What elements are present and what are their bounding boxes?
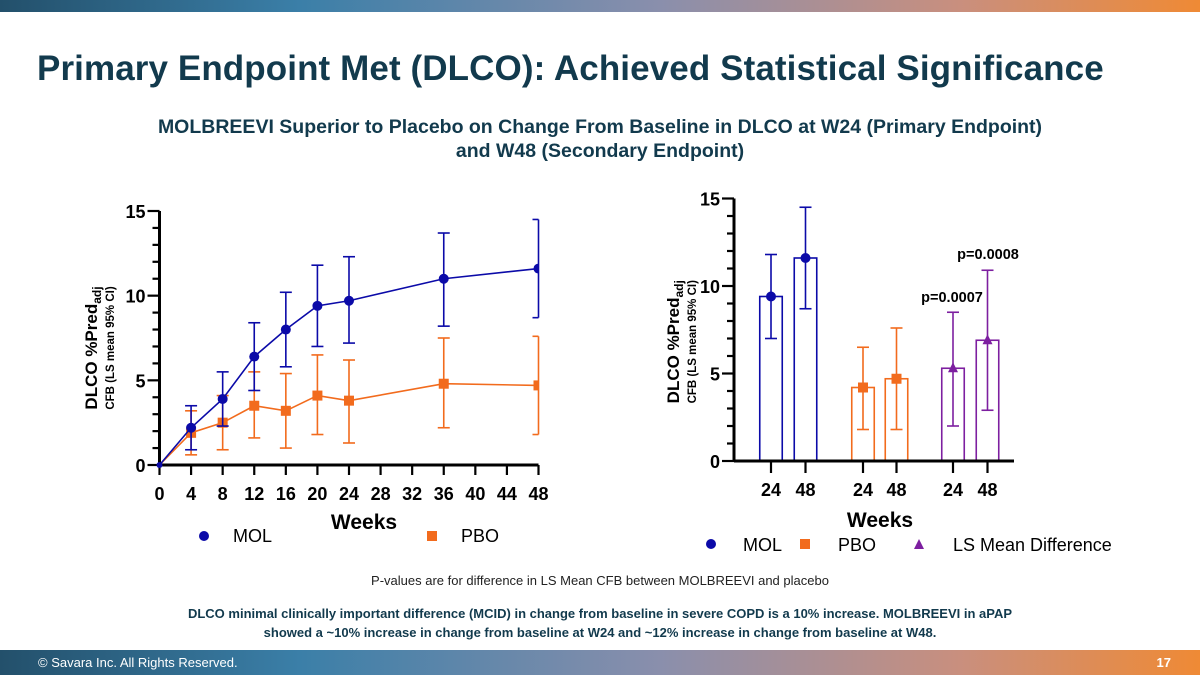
legend: MOL PBO LS Mean Difference bbox=[706, 535, 1112, 555]
data-point bbox=[766, 291, 776, 302]
y-tick-label: 5 bbox=[135, 371, 145, 391]
p-value-annotation: p=0.0008 bbox=[957, 247, 1019, 263]
legend-marker-ls-mean-difference bbox=[914, 539, 924, 549]
p-value-annotation: p=0.0007 bbox=[921, 290, 983, 306]
x-axis-title: Weeks bbox=[847, 509, 913, 532]
x-tick-label: 36 bbox=[434, 484, 454, 504]
legend-marker-mol bbox=[706, 539, 716, 549]
bar-group-mol bbox=[758, 206, 818, 462]
data-point bbox=[312, 300, 323, 311]
x-tick-label: 48 bbox=[795, 480, 815, 500]
bar-group-pbo bbox=[850, 327, 909, 462]
data-point-origin bbox=[156, 462, 163, 468]
chart-subtitle: MOLBREEVI Superior to Placebo on Change … bbox=[60, 115, 1140, 163]
x-tick-label: 8 bbox=[218, 484, 228, 504]
subtitle-line-2: and W48 (Secondary Endpoint) bbox=[455, 140, 745, 162]
legend-label-pbo: PBO bbox=[838, 535, 876, 555]
x-tick-label: 20 bbox=[307, 484, 327, 504]
x-axis-title: Weeks bbox=[331, 511, 397, 534]
mcid-line-2: showed a ~10% increase in change from ba… bbox=[263, 625, 937, 640]
x-tick-label: 24 bbox=[943, 480, 963, 500]
y-axis-title-subscript: adj bbox=[90, 286, 104, 303]
data-point bbox=[312, 390, 323, 401]
legend-marker-pbo bbox=[800, 539, 810, 549]
legend-label-pbo: PBO bbox=[461, 526, 499, 546]
y-axis-title: DLCO %Predadj CFB (LS mean 95% CI) bbox=[664, 280, 699, 403]
x-tick-label: 24 bbox=[853, 480, 873, 500]
x-tick-label: 0 bbox=[154, 484, 164, 504]
y-axis-title-subscript: adj bbox=[672, 280, 686, 297]
data-point bbox=[533, 380, 539, 391]
y-tick-label: 0 bbox=[135, 456, 145, 476]
mcid-line-1: DLCO minimal clinically important differ… bbox=[187, 606, 1013, 621]
data-point bbox=[249, 400, 260, 411]
pvalue-footnote: P-values are for difference in LS Mean C… bbox=[371, 573, 829, 588]
x-tick-label: 32 bbox=[402, 484, 422, 504]
y-tick-label: 10 bbox=[700, 277, 720, 297]
x-tick-label: 48 bbox=[528, 484, 548, 504]
data-point bbox=[249, 351, 260, 362]
data-point bbox=[948, 362, 958, 373]
x-tick-label: 28 bbox=[371, 484, 391, 504]
data-point bbox=[186, 422, 197, 433]
page-number: 17 bbox=[1156, 655, 1171, 670]
data-point bbox=[891, 373, 902, 384]
y-axis-subtitle: CFB (LS mean 95% CI) bbox=[105, 286, 117, 409]
data-point bbox=[800, 253, 811, 263]
y-tick-label: 5 bbox=[710, 365, 720, 385]
y-tick-label: 15 bbox=[700, 190, 720, 210]
series-pbo bbox=[158, 335, 540, 466]
legend-label-mol: MOL bbox=[233, 526, 272, 546]
page-title: Primary Endpoint Met (DLCO): Achieved St… bbox=[37, 49, 1104, 88]
footer-bar: © Savara Inc. All Rights Reserved. 17 bbox=[0, 650, 1200, 675]
x-tick-label: 44 bbox=[497, 484, 517, 504]
y-axis-title-text: DLCO %Pred bbox=[82, 304, 101, 410]
legend-marker-mol bbox=[199, 531, 209, 541]
legend-marker-pbo bbox=[427, 531, 437, 541]
x-tick-label: 24 bbox=[339, 484, 359, 504]
x-tick-label: 48 bbox=[977, 480, 997, 500]
y-tick-label: 10 bbox=[125, 287, 145, 307]
x-tick-label: 40 bbox=[465, 484, 485, 504]
y-axis-subtitle: CFB (LS mean 95% CI) bbox=[687, 280, 699, 403]
data-point bbox=[344, 295, 354, 306]
data-point bbox=[280, 405, 291, 416]
x-tick-label: 24 bbox=[761, 480, 781, 500]
data-point bbox=[344, 395, 354, 406]
y-tick-label: 15 bbox=[125, 202, 145, 222]
top-gradient-bar bbox=[0, 0, 1200, 12]
y-axis-title-text: DLCO %Pred bbox=[664, 298, 683, 404]
x-tick-label: 48 bbox=[886, 480, 906, 500]
legend-label-ls-mean-difference: LS Mean Difference bbox=[953, 535, 1112, 555]
copyright-text: © Savara Inc. All Rights Reserved. bbox=[38, 655, 238, 670]
legend-label-mol: MOL bbox=[743, 535, 782, 555]
data-point bbox=[217, 393, 228, 404]
bar-chart-dlco-w24-w48: 0 5 10 15 24 48 24 48 p=0.0007 p=0.0008 24 48 Weeks D… bbox=[664, 190, 1112, 556]
x-tick-label: 16 bbox=[276, 484, 296, 504]
bar-group-ls-mean-difference: p=0.0007 p=0.0008 bbox=[921, 247, 1019, 462]
x-tick-label: 12 bbox=[244, 484, 264, 504]
y-axis-title-main: DLCO %Predadj bbox=[82, 286, 104, 409]
data-point bbox=[533, 263, 539, 274]
data-point bbox=[438, 273, 449, 284]
legend: MOL PBO bbox=[199, 526, 499, 546]
series-mol bbox=[158, 218, 540, 466]
data-point bbox=[982, 334, 993, 345]
x-tick-label: 4 bbox=[186, 484, 196, 504]
mcid-footnote: DLCO minimal clinically important differ… bbox=[0, 604, 1200, 642]
y-axis-title-main: DLCO %Predadj bbox=[664, 280, 686, 403]
data-point bbox=[280, 324, 291, 335]
data-point bbox=[438, 378, 449, 389]
y-tick-label: 0 bbox=[710, 452, 720, 472]
data-point bbox=[858, 382, 868, 393]
subtitle-line-1: MOLBREEVI Superior to Placebo on Change … bbox=[157, 116, 1043, 138]
y-axis-title: DLCO %Predadj CFB (LS mean 95% CI) bbox=[82, 286, 117, 409]
